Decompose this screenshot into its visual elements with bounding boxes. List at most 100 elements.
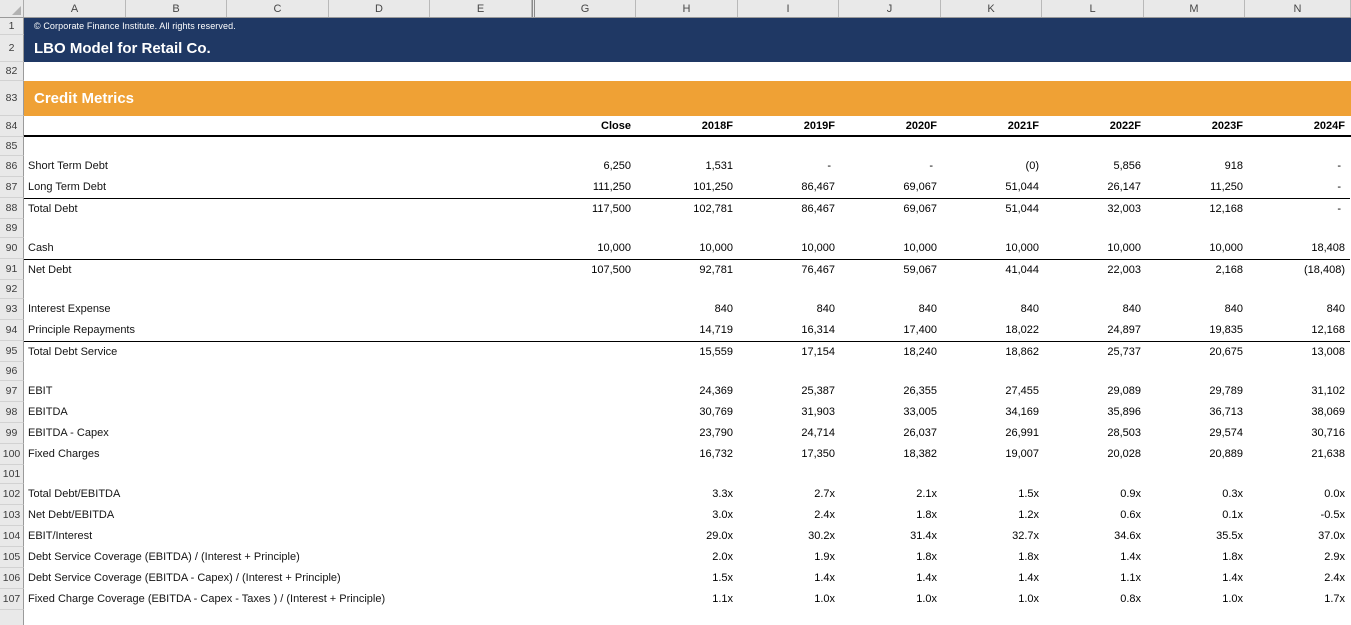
table-col-header-2019f[interactable]: 2019F — [803, 120, 835, 132]
column-header-L[interactable]: L — [1042, 0, 1144, 17]
cell-r104-2018f[interactable]: 29.0x — [706, 530, 733, 542]
table-col-header-2020f[interactable]: 2020F — [905, 120, 937, 132]
cell-r88-close[interactable]: 117,500 — [592, 203, 631, 215]
cell-r107-2020f[interactable]: 1.0x — [916, 593, 937, 605]
row-label-106[interactable]: Debt Service Coverage (EBITDA - Capex) /… — [28, 572, 341, 584]
cell-r94-2021f[interactable]: 18,022 — [1005, 324, 1039, 336]
cell-r99-2024f[interactable]: 30,716 — [1311, 427, 1345, 439]
cell-r91-2023f[interactable]: 2,168 — [1215, 264, 1243, 276]
cell-r91-2024f[interactable]: (18,408) — [1304, 264, 1345, 276]
cell-r100-close[interactable] — [535, 444, 636, 465]
cell-r97-2020f[interactable]: 26,355 — [903, 385, 937, 397]
cell-r87-2023f[interactable]: 11,250 — [1210, 181, 1243, 193]
cell-r86-close[interactable]: 6,250 — [603, 160, 631, 172]
cell-r107-2024f[interactable]: 1.7x — [1324, 593, 1345, 605]
row-label-102[interactable]: Total Debt/EBITDA — [28, 488, 121, 500]
cell-r95-2021f[interactable]: 18,862 — [1005, 346, 1039, 358]
row-label-94[interactable]: Principle Repayments — [28, 324, 135, 336]
row-label-97[interactable]: EBIT — [28, 385, 53, 397]
cell-r106-2018f[interactable]: 1.5x — [712, 572, 733, 584]
row-number-82[interactable]: 82 — [0, 62, 24, 81]
cell-r103-2024f[interactable]: -0.5x — [1320, 509, 1345, 521]
row-number-100[interactable]: 100 — [0, 444, 24, 465]
row-number-96[interactable]: 96 — [0, 362, 24, 381]
cell-r90-2021f[interactable]: 10,000 — [1005, 242, 1039, 254]
row-label-104[interactable]: EBIT/Interest — [28, 530, 93, 542]
cell-r100-2022f[interactable]: 20,028 — [1107, 448, 1141, 460]
cell-r104-2022f[interactable]: 34.6x — [1114, 530, 1141, 542]
cell-r98-2018f[interactable]: 30,769 — [699, 406, 733, 418]
cell-r102-2023f[interactable]: 0.3x — [1222, 488, 1243, 500]
cell-r103-close[interactable] — [535, 505, 636, 526]
cell-r87-2018f[interactable]: 101,250 — [693, 181, 733, 193]
cell-r106-2019f[interactable]: 1.4x — [814, 572, 835, 584]
cell-r94-2022f[interactable]: 24,897 — [1107, 324, 1141, 336]
cell-r103-2021f[interactable]: 1.2x — [1018, 509, 1039, 521]
cell-r103-2018f[interactable]: 3.0x — [712, 509, 733, 521]
cell-r93-close[interactable] — [535, 299, 636, 320]
row-number-98[interactable]: 98 — [0, 402, 24, 423]
cell-r91-2022f[interactable]: 22,003 — [1107, 264, 1141, 276]
column-header-A[interactable]: A — [24, 0, 126, 17]
cell-r91-2018f[interactable]: 92,781 — [699, 264, 733, 276]
row-number-91[interactable]: 91 — [0, 259, 24, 280]
cell-r91-close[interactable]: 107,500 — [591, 264, 631, 276]
row-number-105[interactable]: 105 — [0, 547, 24, 568]
cell-r86-2018f[interactable]: 1,531 — [705, 160, 733, 172]
cell-r100-2019f[interactable]: 17,350 — [801, 448, 835, 460]
cell-r90-2024f[interactable]: 18,408 — [1311, 242, 1345, 254]
column-header-B[interactable]: B — [126, 0, 227, 17]
row-label-98[interactable]: EBITDA — [28, 406, 68, 418]
row-number-89[interactable]: 89 — [0, 219, 24, 238]
row-label-87[interactable]: Long Term Debt — [28, 181, 107, 193]
cell-r106-2024f[interactable]: 2.4x — [1324, 572, 1345, 584]
cell-r103-2019f[interactable]: 2.4x — [814, 509, 835, 521]
cell-r90-2019f[interactable]: 10,000 — [801, 242, 835, 254]
row-label-99[interactable]: EBITDA - Capex — [28, 427, 109, 439]
cell-r104-2021f[interactable]: 32.7x — [1012, 530, 1039, 542]
cell-r88-2019f[interactable]: 86,467 — [801, 203, 835, 215]
cell-r105-2023f[interactable]: 1.8x — [1222, 551, 1243, 563]
column-header-D[interactable]: D — [329, 0, 430, 17]
table-col-header-close[interactable]: Close — [601, 120, 631, 132]
column-header-E[interactable]: E — [430, 0, 532, 17]
cell-r105-2019f[interactable]: 1.9x — [814, 551, 835, 563]
cell-r97-close[interactable] — [535, 381, 636, 402]
cell-r87-2019f[interactable]: 86,467 — [801, 181, 835, 193]
cell-r107-close[interactable] — [535, 589, 636, 610]
cell-r95-2018f[interactable]: 15,559 — [699, 346, 733, 358]
cell-r93-2020f[interactable]: 840 — [918, 303, 937, 315]
cell-r88-2024f[interactable]: - — [1337, 203, 1341, 215]
cell-r87-2022f[interactable]: 26,147 — [1107, 181, 1141, 193]
cell-r104-close[interactable] — [535, 526, 636, 547]
cell-r99-close[interactable] — [535, 423, 636, 444]
row-number-103[interactable]: 103 — [0, 505, 24, 526]
cell-r106-2021f[interactable]: 1.4x — [1018, 572, 1039, 584]
row-number-87[interactable]: 87 — [0, 177, 24, 198]
cell-r95-2023f[interactable]: 20,675 — [1209, 346, 1243, 358]
cell-r91-2021f[interactable]: 41,044 — [1005, 264, 1039, 276]
table-col-header-2022f[interactable]: 2022F — [1109, 120, 1141, 132]
cell-r100-2020f[interactable]: 18,382 — [903, 448, 937, 460]
cell-r88-2023f[interactable]: 12,168 — [1209, 203, 1243, 215]
cell-r100-2021f[interactable]: 19,007 — [1005, 448, 1039, 460]
cell-r98-2020f[interactable]: 33,005 — [903, 406, 937, 418]
cell-r106-2023f[interactable]: 1.4x — [1222, 572, 1243, 584]
column-header-H[interactable]: H — [636, 0, 738, 17]
cell-r95-2022f[interactable]: 25,737 — [1107, 346, 1141, 358]
row-number-106[interactable]: 106 — [0, 568, 24, 589]
cell-r99-2021f[interactable]: 26,991 — [1005, 427, 1039, 439]
cell-r102-2024f[interactable]: 0.0x — [1324, 488, 1345, 500]
cell-r98-2023f[interactable]: 36,713 — [1209, 406, 1243, 418]
cell-r97-2021f[interactable]: 27,455 — [1005, 385, 1039, 397]
cell-r97-2019f[interactable]: 25,387 — [801, 385, 835, 397]
cell-r88-2022f[interactable]: 32,003 — [1107, 203, 1141, 215]
cell-r107-2019f[interactable]: 1.0x — [814, 593, 835, 605]
cell-r102-2022f[interactable]: 0.9x — [1120, 488, 1141, 500]
row-number-84[interactable]: 84 — [0, 116, 24, 137]
cell-r86-2020f[interactable]: - — [929, 160, 933, 172]
cell-r98-close[interactable] — [535, 402, 636, 423]
cell-r104-2019f[interactable]: 30.2x — [808, 530, 835, 542]
cell-r97-2022f[interactable]: 29,089 — [1107, 385, 1141, 397]
row-number-85[interactable]: 85 — [0, 137, 24, 156]
